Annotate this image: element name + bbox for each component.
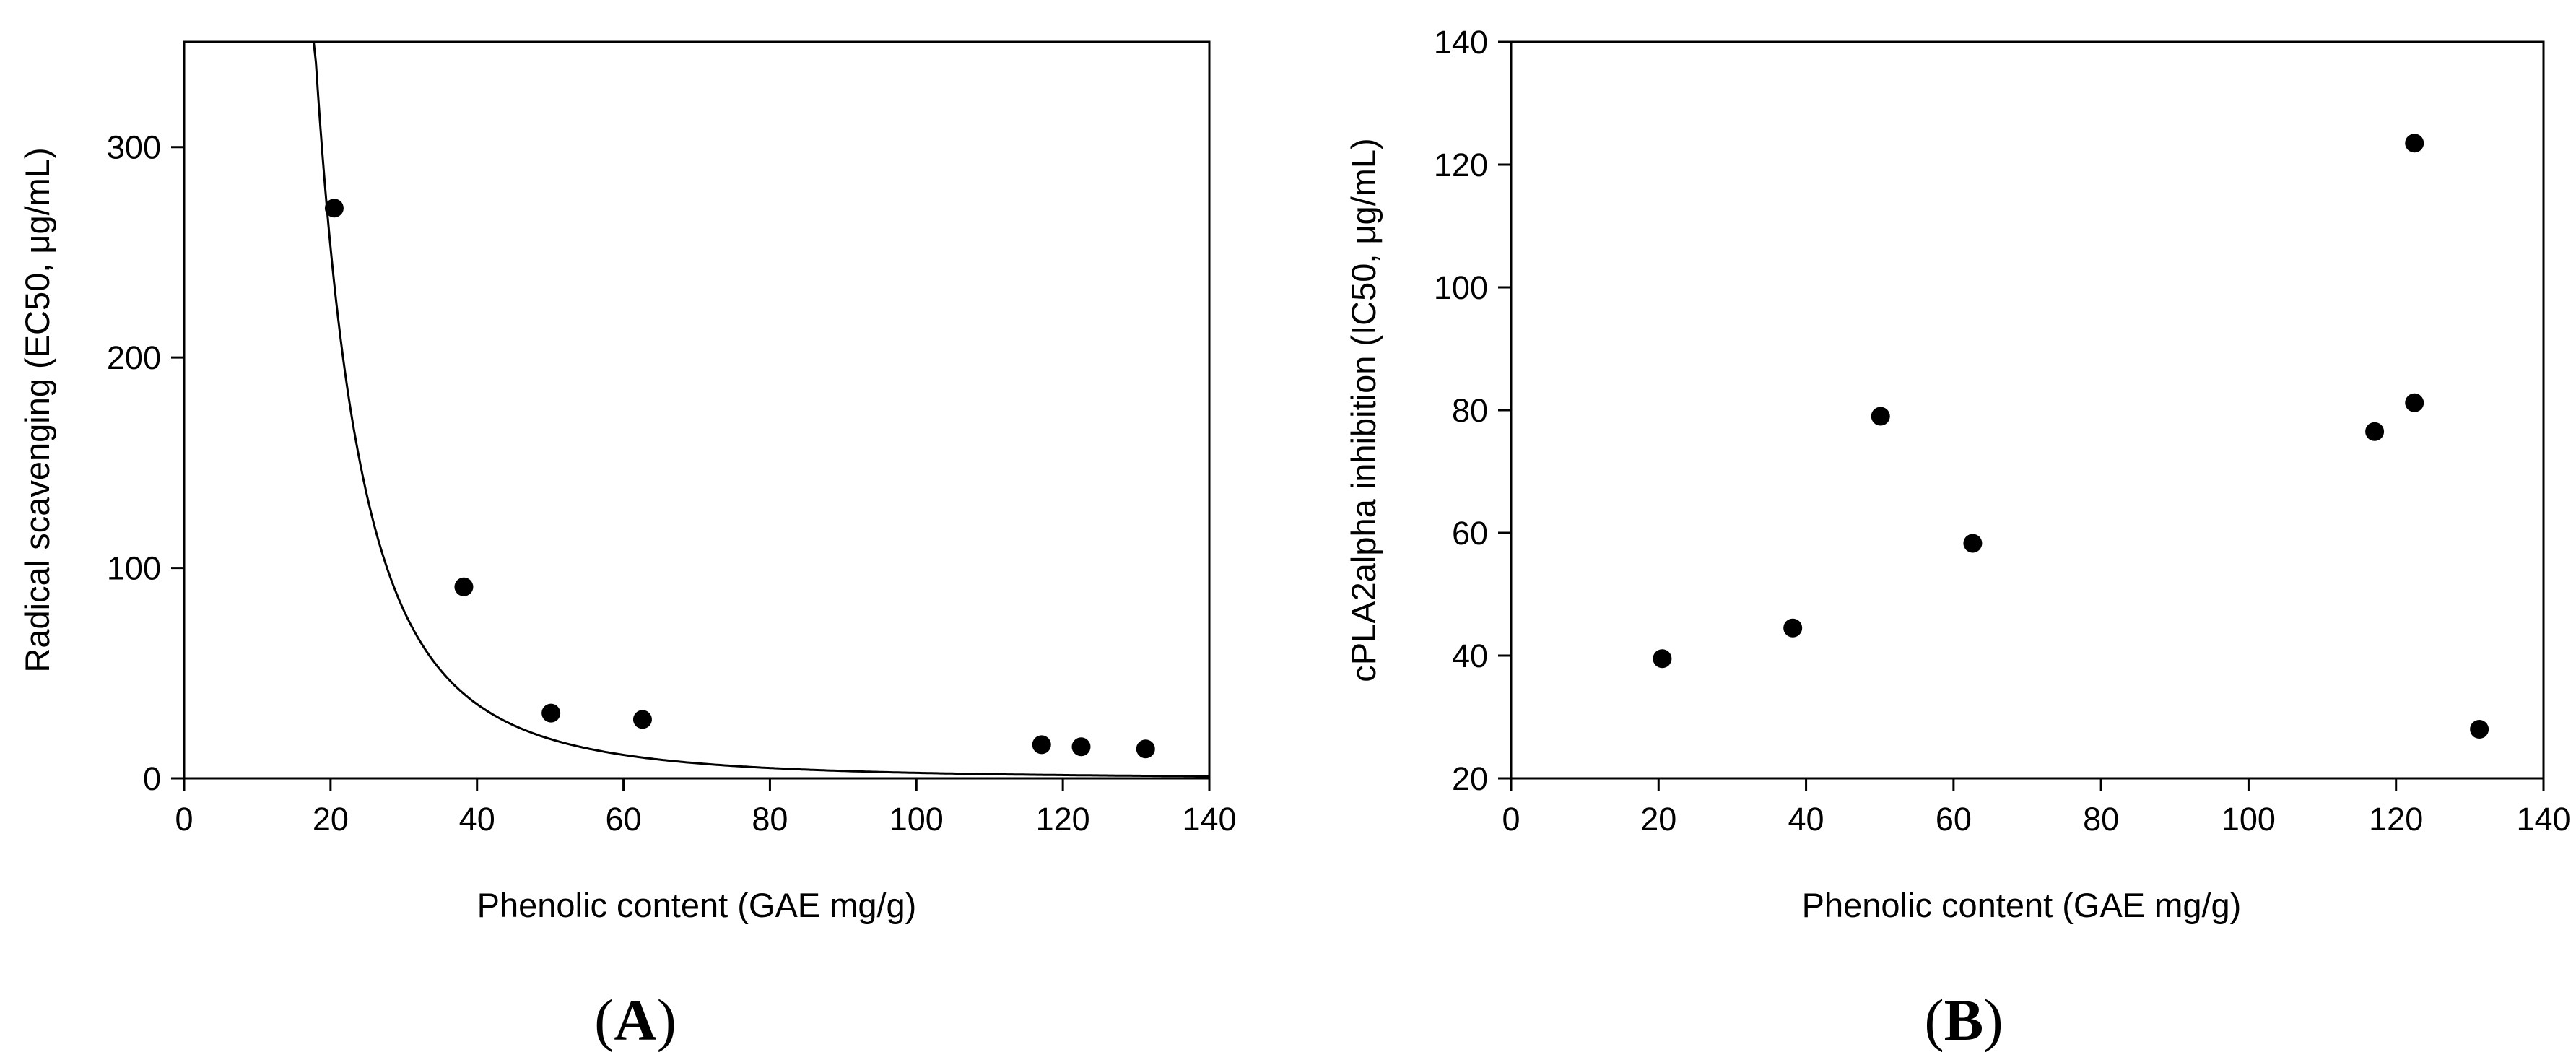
x-tick-label-b-120: 120 (2369, 801, 2423, 838)
data-point-b-2 (1783, 618, 1803, 638)
data-points-a (324, 199, 1155, 759)
data-point-b-5 (2365, 422, 2385, 441)
panel-label-b: (B) (1924, 987, 2003, 1052)
panel-label-a-letter: A (614, 987, 656, 1052)
data-point-a-2 (454, 577, 474, 596)
chart-panel-b: 0 20 40 60 80 100 120 140 20 40 60 80 100 120 140 Phen… (1344, 24, 2571, 1052)
y-tick-label-b-60: 60 (1452, 515, 1488, 552)
plot-frame-b (1510, 40, 2545, 780)
axis-ticks-b: 0 20 40 60 80 100 120 140 20 40 60 80 100 120 140 (1434, 24, 2571, 838)
plot-frame-a (183, 40, 1211, 780)
x-tick-label-b-80: 80 (2083, 801, 2119, 838)
x-tick-label-b-0: 0 (1502, 801, 1520, 838)
x-tick-label-a-100: 100 (889, 801, 944, 838)
data-points-b (1653, 134, 2489, 739)
data-point-a-4 (632, 710, 652, 729)
fit-curve-group-a (313, 41, 1209, 778)
y-tick-label-b-100: 100 (1434, 269, 1488, 306)
chart-panel-a: 0 20 40 60 80 100 120 140 0 100 200 300 Phenolic co… (18, 40, 1237, 1052)
panel-label-a-open: ( (594, 987, 614, 1052)
x-tick-label-b-20: 20 (1640, 801, 1676, 838)
data-point-b-1 (1653, 649, 1672, 669)
x-tick-label-a-20: 20 (313, 801, 349, 838)
x-tick-label-b-40: 40 (1788, 801, 1824, 838)
x-tick-label-a-40: 40 (459, 801, 495, 838)
data-point-b-7 (2405, 393, 2424, 412)
data-point-b-8 (2470, 720, 2489, 739)
data-point-b-4 (1963, 534, 1983, 553)
x-tick-label-a-80: 80 (752, 801, 788, 838)
y-tick-label-b-140: 140 (1434, 24, 1488, 61)
y-tick-label-b-80: 80 (1452, 392, 1488, 429)
y-axis-title-a: Radical scavenging (EC50, μg/mL) (18, 147, 56, 672)
data-point-b-3 (1871, 407, 1890, 426)
panel-label-a-close: ) (657, 987, 676, 1052)
axis-ticks-a: 0 20 40 60 80 100 120 140 0 100 200 300 (107, 129, 1237, 838)
x-tick-label-b-60: 60 (1936, 801, 1972, 838)
y-tick-label-b-120: 120 (1434, 147, 1488, 183)
panel-label-b-letter: B (1944, 987, 1984, 1052)
y-tick-label-b-20: 20 (1452, 760, 1488, 797)
x-tick-label-a-140: 140 (1182, 801, 1236, 838)
x-tick-label-b-100: 100 (2222, 801, 2276, 838)
y-tick-label-a-0: 0 (143, 760, 161, 797)
y-tick-label-a-200: 200 (107, 339, 161, 376)
y-tick-label-a-300: 300 (107, 129, 161, 166)
data-point-a-5 (1032, 735, 1051, 755)
y-tick-label-b-40: 40 (1452, 638, 1488, 674)
data-point-a-6 (1071, 737, 1091, 757)
x-tick-label-a-60: 60 (606, 801, 642, 838)
x-axis-title-b: Phenolic content (GAE mg/g) (1802, 886, 2242, 924)
data-point-a-3 (541, 703, 561, 723)
y-tick-label-a-100: 100 (107, 550, 161, 587)
data-point-a-1 (324, 199, 344, 218)
x-tick-label-b-140: 140 (2516, 801, 2570, 838)
x-tick-label-a-0: 0 (175, 801, 193, 838)
fit-curve-a (313, 41, 1209, 778)
panel-label-b-close: ) (1983, 987, 2003, 1052)
panel-label-b-open: ( (1924, 987, 1944, 1052)
y-axis-title-b: cPLA2alpha inhibition (IC50, μg/mL) (1344, 138, 1383, 682)
x-tick-label-a-120: 120 (1036, 801, 1090, 838)
data-point-b-6 (2405, 134, 2424, 153)
x-axis-title-a: Phenolic content (GAE mg/g) (477, 886, 917, 924)
panel-label-a: (A) (594, 987, 676, 1052)
data-point-a-7 (1136, 739, 1155, 759)
